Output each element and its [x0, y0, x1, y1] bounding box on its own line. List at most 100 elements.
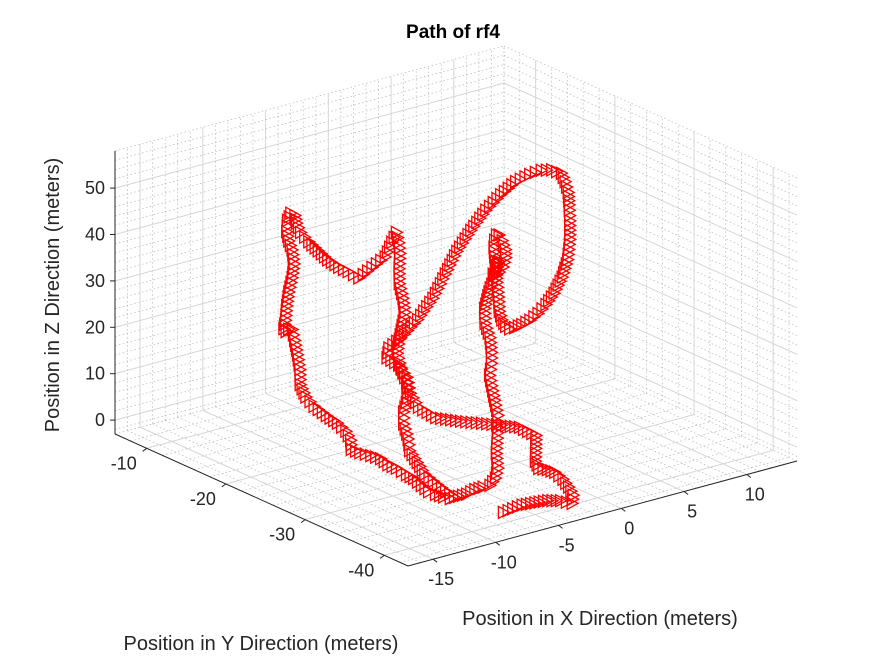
path-marker [452, 489, 466, 504]
side-major-z [503, 129, 798, 262]
floor-grid-x [227, 403, 522, 536]
path-marker [479, 301, 493, 316]
path-marker [497, 505, 511, 520]
path-marker [410, 395, 424, 410]
path-marker [488, 233, 502, 248]
path-marker [291, 347, 305, 362]
back-grid-z [114, 277, 505, 384]
side-grid-z [503, 110, 798, 244]
back-grid-z [114, 305, 505, 412]
path-marker [438, 489, 452, 504]
x-axis-line [407, 460, 798, 567]
floor-grid-x [365, 365, 660, 499]
path-marker [524, 313, 538, 328]
chart-title: Path of rf4 [406, 22, 500, 43]
x-tick-label: 10 [745, 485, 765, 505]
path-marker [312, 402, 326, 417]
side-grid-z [503, 231, 798, 364]
path-marker [502, 503, 516, 518]
x-tick-label: 0 [624, 518, 634, 538]
path-marker [283, 209, 297, 224]
side-grid-z [503, 64, 798, 197]
side-grid-z [503, 296, 798, 429]
y-tick-mark [142, 447, 147, 452]
y-tick-mark [300, 519, 306, 523]
side-grid-z [503, 92, 798, 225]
path-marker [536, 301, 550, 317]
path-marker [493, 304, 507, 319]
path-marker [286, 322, 300, 337]
path-marker [278, 321, 292, 336]
side-grid-z [503, 259, 798, 392]
x-tick-label: -10 [491, 552, 517, 572]
path-marker [287, 266, 301, 281]
path-marker [429, 487, 443, 502]
x-tick-label: 5 [687, 502, 697, 522]
path-marker [481, 293, 495, 308]
path-marker [281, 224, 295, 239]
path-marker [529, 165, 543, 180]
side-grid-z [503, 147, 798, 281]
floor-grid-y [178, 357, 568, 463]
path-marker [490, 417, 504, 432]
path-marker [399, 400, 413, 415]
x-tick-mark [495, 541, 501, 546]
back-grid-z [114, 240, 505, 347]
back-grid-z [114, 296, 505, 402]
path-marker [285, 206, 299, 221]
y-tick-label: -20 [190, 489, 216, 509]
path-marker [488, 393, 502, 408]
data-series-rf4 [278, 162, 581, 520]
path-marker [398, 309, 412, 324]
side-grid-z [503, 156, 798, 290]
path-marker [287, 252, 301, 267]
x-tick-mark [558, 525, 563, 529]
path-marker [279, 313, 293, 328]
path-marker [559, 174, 573, 189]
path-marker [415, 478, 429, 493]
side-grid-z [503, 305, 798, 439]
floor-grid-y [400, 457, 790, 563]
back-grid-z [114, 64, 505, 170]
floor-grid-x [315, 379, 609, 513]
path-marker [299, 230, 313, 245]
path-marker [281, 294, 295, 309]
back-major-z [114, 175, 505, 282]
path-marker [480, 297, 494, 312]
side-major-z [503, 82, 798, 216]
path-marker [411, 475, 425, 490]
floor-grid-x [190, 413, 484, 547]
path-marker [287, 327, 301, 342]
path-marker [282, 289, 296, 304]
path-marker [290, 216, 304, 231]
path-marker [486, 417, 500, 432]
floor-grid-y [273, 400, 663, 506]
side-grid-z [503, 45, 798, 179]
path-marker [309, 240, 323, 255]
floor-major-x [453, 342, 747, 475]
x-tick-mark [746, 474, 752, 478]
floor-grid-y [241, 385, 631, 492]
path-marker [495, 418, 509, 433]
floor-grid-y [257, 392, 647, 499]
path-marker [549, 465, 563, 480]
side-major-z [503, 175, 798, 309]
path-marker [554, 493, 568, 508]
path-marker [550, 164, 564, 179]
floor-grid-y [209, 371, 600, 478]
floor-grid-x [378, 362, 672, 496]
path-marker [293, 357, 307, 372]
back-grid-z [114, 324, 505, 430]
floor-major-y [304, 414, 695, 521]
back-grid-z [114, 147, 505, 254]
floor-major-x [139, 426, 434, 560]
floor-grid-x [290, 386, 584, 519]
floor-grid-x [478, 335, 773, 469]
floor-grid-x [503, 328, 798, 462]
floor-grid-y [162, 350, 552, 456]
y-tick-mark [221, 483, 227, 488]
path-marker [537, 462, 551, 477]
path-marker [378, 454, 392, 469]
path-marker [398, 366, 412, 381]
floor-grid-x [428, 348, 722, 482]
